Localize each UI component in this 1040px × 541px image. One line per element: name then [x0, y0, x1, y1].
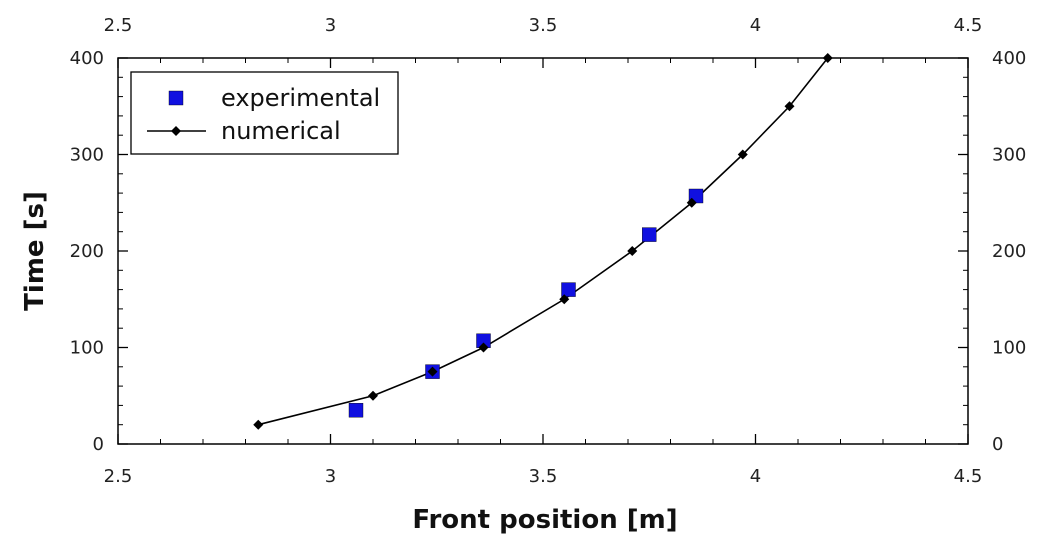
legend-numerical-marker: [171, 126, 181, 136]
numerical-point: [478, 342, 489, 353]
y-tick-label: 400: [70, 48, 104, 69]
numerical-point: [784, 101, 795, 112]
x-tick-label-top: 4.5: [954, 15, 983, 36]
numerical-point: [253, 419, 264, 430]
axes: 2.5 2.5 3 3 3.5 3.5 4 4 4.5 4.5 0 0 100 100 200 200 300 3…: [70, 15, 1027, 487]
x-tick-label-top: 3: [325, 15, 336, 36]
legend-experimental-marker: [168, 90, 184, 106]
y-tick-label: 0: [93, 434, 104, 455]
numerical-point: [427, 366, 438, 377]
y-axis-title: Time [s]: [20, 191, 50, 311]
numerical-point: [559, 294, 570, 305]
y-tick-label: 100: [70, 338, 104, 359]
numerical-point: [627, 246, 638, 256]
experimental-point: [348, 403, 364, 418]
legend-box: [130, 71, 399, 155]
numerical-point: [368, 390, 378, 401]
y-tick-label-right: 400: [992, 48, 1026, 69]
x-tick-label: 2.5: [104, 466, 133, 487]
x-tick-label: 3.5: [529, 466, 558, 487]
series: [253, 53, 833, 430]
numerical-point: [686, 197, 697, 208]
experimental-point: [642, 227, 657, 242]
y-tick-label-right: 200: [992, 241, 1026, 262]
y-tick-label: 300: [70, 145, 104, 166]
legend-numerical-label: numerical: [221, 117, 341, 145]
x-tick-label-top: 2.5: [104, 15, 133, 36]
numerical-line: [258, 57, 829, 426]
y-tick-label-right: 100: [992, 338, 1026, 359]
x-tick-label-top: 3.5: [529, 15, 558, 36]
x-tick-label: 4.5: [954, 466, 983, 487]
x-tick-label: 3: [325, 466, 336, 487]
x-tick-label-top: 4: [750, 15, 761, 36]
x-axis-title: Front position [m]: [412, 505, 677, 535]
y-tick-label: 200: [70, 241, 104, 262]
legend-experimental-label: experimental: [221, 84, 380, 112]
x-tick-label: 4: [750, 466, 761, 487]
legend: experimental numerical: [130, 71, 399, 155]
y-tick-label-right: 300: [992, 145, 1026, 166]
y-tick-label-right: 0: [992, 434, 1003, 455]
numerical-point: [822, 53, 833, 63]
experimental-point: [561, 282, 576, 297]
numerical-point: [737, 149, 748, 160]
